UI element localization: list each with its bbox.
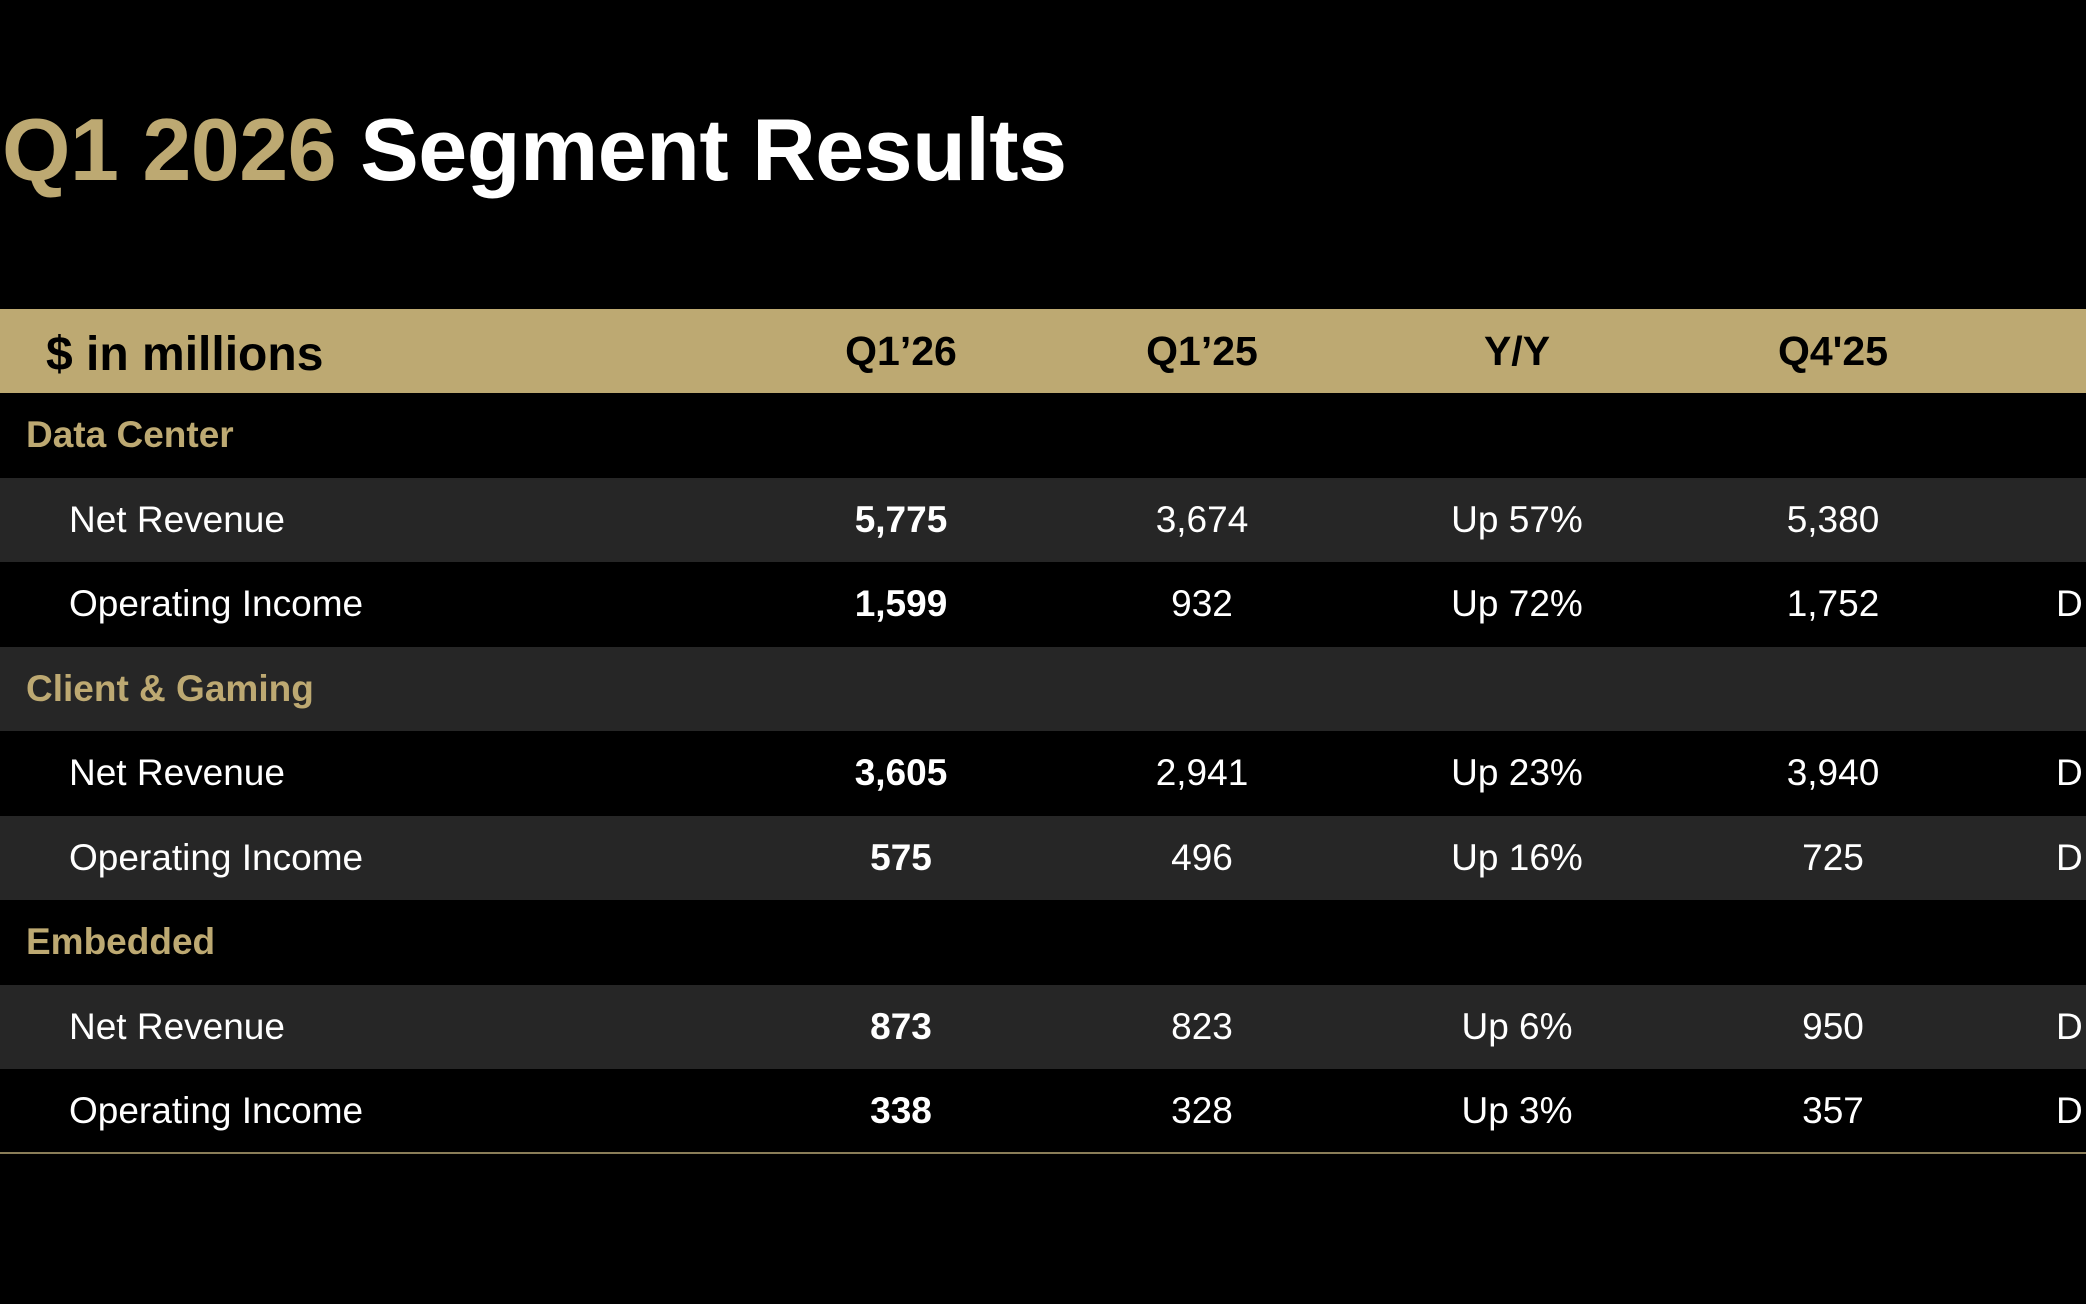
section-row-client-gaming: Client & Gaming bbox=[0, 646, 2086, 731]
cell-q4-25: 725 bbox=[1802, 836, 1864, 878]
row-label: Net Revenue bbox=[69, 498, 285, 540]
column-header-yy: Y/Y bbox=[1483, 327, 1551, 374]
cell-q1-25: 2,941 bbox=[1155, 752, 1249, 794]
cell-clipped: D bbox=[2056, 1005, 2083, 1047]
cell-q4-25: 5,380 bbox=[1786, 498, 1880, 540]
section-row-data-center: Data Center bbox=[0, 393, 2086, 478]
column-header-q1-26: Q1’26 bbox=[845, 327, 957, 374]
row-label: Operating Income bbox=[69, 836, 364, 878]
unit-label: $ in millions bbox=[46, 327, 324, 381]
cell-q1-26: 873 bbox=[870, 1005, 932, 1047]
cell-q4-25: 1,752 bbox=[1786, 583, 1880, 625]
cell-yy: Up 6% bbox=[1461, 1005, 1573, 1047]
table-row: Net Revenue 5,775 3,674 Up 57% 5,380 bbox=[0, 477, 2086, 563]
row-label: Net Revenue bbox=[69, 752, 285, 794]
cell-q1-25: 932 bbox=[1171, 583, 1233, 625]
cell-q1-25: 328 bbox=[1171, 1090, 1233, 1132]
cell-clipped: D bbox=[2056, 583, 2083, 625]
row-label: Operating Income bbox=[69, 583, 364, 625]
section-label: Data Center bbox=[26, 414, 234, 456]
cell-yy: Up 72% bbox=[1451, 583, 1583, 625]
cell-clipped: D bbox=[2056, 836, 2083, 878]
cell-yy: Up 57% bbox=[1451, 498, 1583, 540]
row-label: Net Revenue bbox=[69, 1005, 285, 1047]
table-header: $ in millions Q1’26 Q1’25 Y/Y Q4'25 bbox=[0, 309, 2086, 393]
cell-yy: Up 23% bbox=[1451, 752, 1583, 794]
title-main: Segment Results bbox=[360, 100, 1067, 199]
column-header-q1-25: Q1’25 bbox=[1146, 327, 1258, 374]
cell-q4-25: 357 bbox=[1802, 1090, 1864, 1132]
table-row: Net Revenue 873 823 Up 6% 950 D bbox=[0, 984, 2086, 1069]
cell-q4-25: 950 bbox=[1802, 1005, 1864, 1047]
cell-q1-26: 5,775 bbox=[854, 498, 948, 540]
table-row: Net Revenue 3,605 2,941 Up 23% 3,940 D bbox=[0, 731, 2086, 816]
section-row-embedded: Embedded bbox=[0, 900, 2086, 985]
cell-clipped: D bbox=[2056, 752, 2083, 794]
cell-q1-26: 3,605 bbox=[854, 752, 948, 794]
cell-q1-26: 1,599 bbox=[854, 583, 948, 625]
segment-results-table: $ in millions Q1’26 Q1’25 Y/Y Q4'25 Data… bbox=[0, 309, 2086, 1154]
cell-q1-26: 575 bbox=[870, 836, 932, 878]
cell-q1-26: 338 bbox=[870, 1090, 932, 1132]
cell-q1-25: 823 bbox=[1171, 1005, 1233, 1047]
table-bottom-rule bbox=[0, 1152, 2086, 1154]
cell-yy: Up 3% bbox=[1461, 1090, 1573, 1132]
section-label: Embedded bbox=[26, 921, 216, 963]
table-row: Operating Income 575 496 Up 16% 725 D bbox=[0, 815, 2086, 900]
cell-clipped: D bbox=[2056, 1090, 2083, 1132]
cell-q4-25: 3,940 bbox=[1786, 752, 1880, 794]
cell-q1-25: 3,674 bbox=[1155, 498, 1249, 540]
row-label: Operating Income bbox=[69, 1090, 364, 1132]
title-period: Q1 2026 bbox=[2, 100, 337, 199]
page-title: Q1 2026 Segment Results bbox=[2, 98, 1067, 202]
table-row: Operating Income 338 328 Up 3% 357 D bbox=[0, 1069, 2086, 1154]
table-row: Operating Income 1,599 932 Up 72% 1,752 … bbox=[0, 562, 2086, 647]
cell-yy: Up 16% bbox=[1451, 836, 1583, 878]
cell-clipped bbox=[1984, 478, 2086, 563]
section-label: Client & Gaming bbox=[26, 667, 314, 709]
cell-q1-25: 496 bbox=[1171, 836, 1233, 878]
column-header-q4-25: Q4'25 bbox=[1777, 327, 1889, 374]
